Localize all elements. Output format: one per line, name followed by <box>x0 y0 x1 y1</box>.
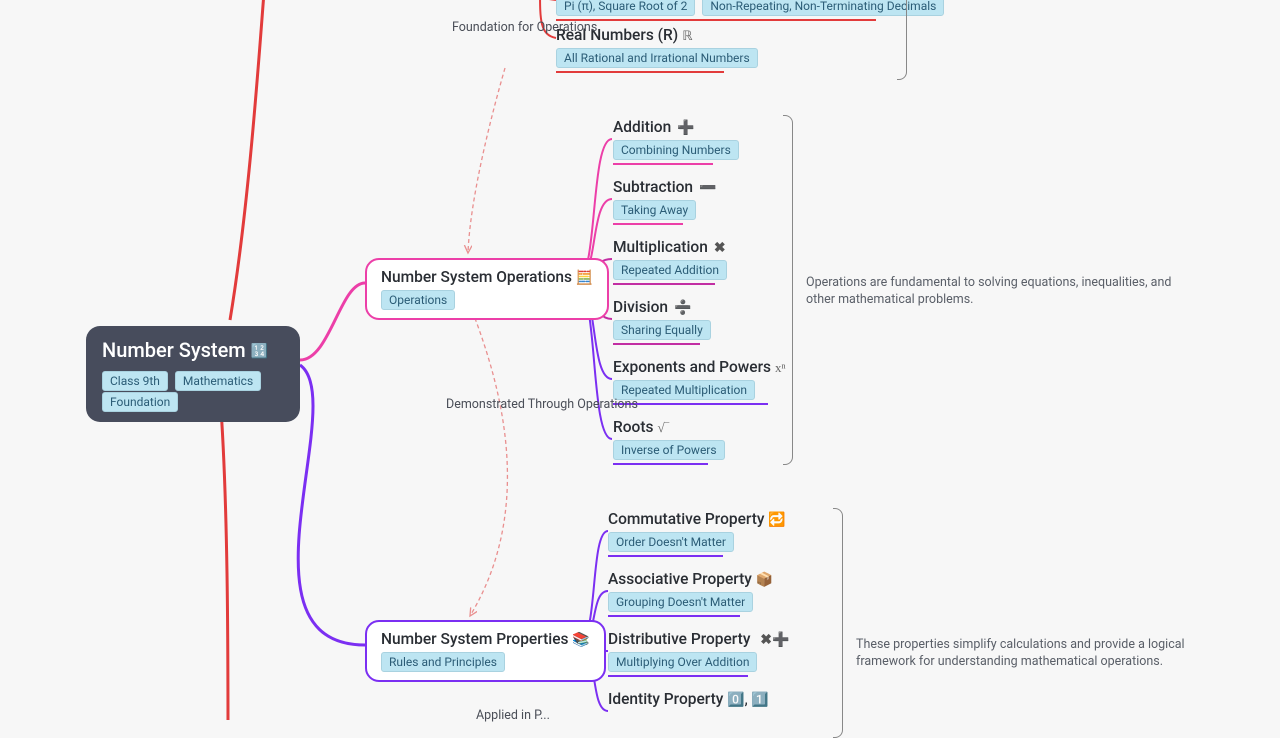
bracket-operations <box>783 115 793 465</box>
abacus-icon: 🧮 <box>576 270 593 286</box>
tag: Order Doesn't Matter <box>608 532 734 552</box>
numbers-icon: 🔢 <box>251 344 268 360</box>
root-title: Number System 🔢 <box>102 338 284 362</box>
tag: Taking Away <box>613 200 696 220</box>
branch-title: Number System Operations 🧮 <box>381 268 593 286</box>
tag: Mathematics <box>175 371 261 391</box>
associative-leaf[interactable]: Associative Property 📦 Grouping Doesn't … <box>608 570 773 617</box>
root-icon: √‾ <box>657 420 668 435</box>
plus-icon: ➕ <box>677 120 694 136</box>
tag: Inverse of Powers <box>613 440 725 460</box>
divide-icon: ➗ <box>674 300 691 316</box>
properties-node[interactable]: Number System Properties 📚 Rules and Pri… <box>365 620 606 682</box>
root-tags: Class 9th Mathematics Foundation <box>102 370 284 412</box>
tag: Repeated Addition <box>613 260 727 280</box>
roots-leaf[interactable]: Roots√‾ Inverse of Powers <box>613 418 728 465</box>
zero-one-icon: 0️⃣, 1️⃣ <box>727 692 768 708</box>
multiplication-leaf[interactable]: Multiplication✖ Repeated Addition <box>613 238 730 285</box>
tag: Foundation <box>102 392 178 412</box>
edge-label-foundation: Foundation for Operations <box>452 20 597 35</box>
tag: Grouping Doesn't Matter <box>608 592 753 612</box>
mult-plus-icon: ✖➕ <box>760 632 789 648</box>
box-icon: 📦 <box>756 572 773 588</box>
tag: Combining Numbers <box>613 140 739 160</box>
operations-node[interactable]: Number System Operations 🧮 Operations <box>365 258 609 320</box>
commutative-leaf[interactable]: Commutative Property 🔁 Order Doesn't Mat… <box>608 510 786 557</box>
tag: Rules and Principles <box>381 652 505 672</box>
swap-icon: 🔁 <box>768 512 785 528</box>
tag: Non-Repeating, Non-Terminating Decimals <box>702 0 944 16</box>
books-icon: 📚 <box>572 632 589 648</box>
identity-leaf[interactable]: Identity Property 0️⃣, 1️⃣ <box>608 690 769 708</box>
root-node[interactable]: Number System 🔢 Class 9th Mathematics Fo… <box>86 326 300 422</box>
bracket-properties <box>833 508 843 738</box>
tag: Operations <box>381 290 455 310</box>
subtraction-leaf[interactable]: Subtraction➖ Taking Away <box>613 178 717 225</box>
real-symbol-icon: ℝ <box>682 28 692 43</box>
edge-label-demonstrated: Demonstrated Through Operations <box>446 397 638 412</box>
edge-label-applied: Applied in P... <box>476 708 550 723</box>
tag: All Rational and Irrational Numbers <box>556 48 758 68</box>
tag: Pi (π), Square Root of 2 <box>556 0 695 16</box>
addition-leaf[interactable]: Addition➕ Combining Numbers <box>613 118 742 165</box>
minus-icon: ➖ <box>699 180 716 196</box>
multiply-icon: ✖ <box>714 240 726 256</box>
irrational-leaf-tags[interactable]: Pi (π), Square Root of 2 Non-Repeating, … <box>556 0 947 21</box>
distributive-leaf[interactable]: Distributive Property ✖➕ Multiplying Ove… <box>608 630 789 677</box>
exponents-leaf[interactable]: Exponents and Powersxⁿ Repeated Multipli… <box>613 358 786 405</box>
tag: Class 9th <box>102 371 168 391</box>
properties-note: These properties simplify calculations a… <box>856 637 1236 671</box>
operations-note: Operations are fundamental to solving eq… <box>806 275 1186 309</box>
division-leaf[interactable]: Division➗ Sharing Equally <box>613 298 714 345</box>
branch-title: Number System Properties 📚 <box>381 630 590 648</box>
tag: Sharing Equally <box>613 320 711 340</box>
bracket-top <box>897 0 907 80</box>
tag: Multiplying Over Addition <box>608 652 757 672</box>
